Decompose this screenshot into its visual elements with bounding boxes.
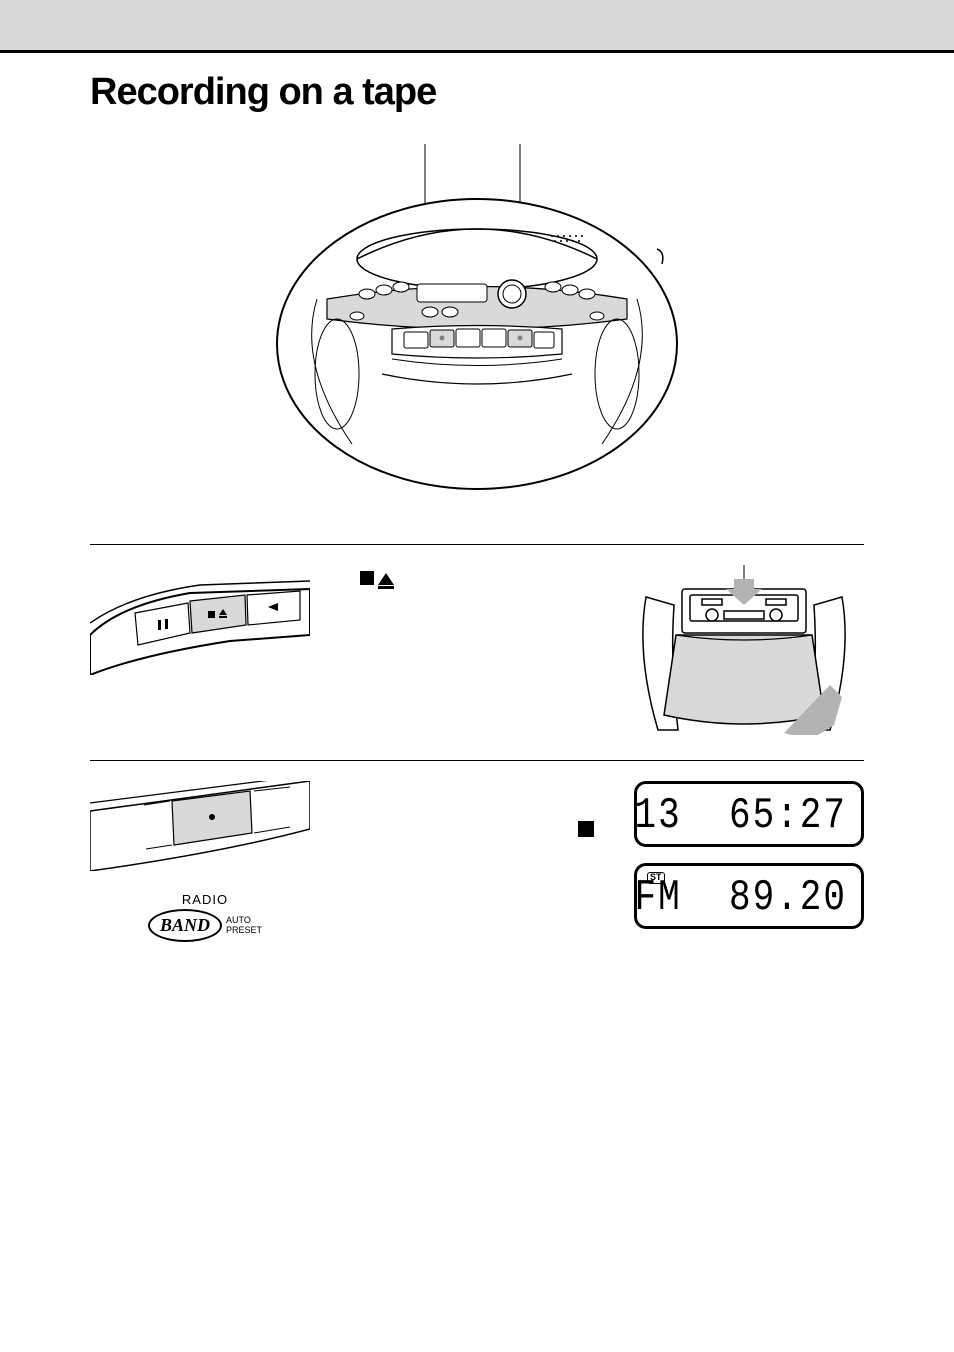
step2-controls-illustration: RADIO BAND AUTO PRESET [90,781,320,942]
band-button: BAND [148,909,222,942]
step-1 [90,545,864,760]
stop-eject-icon [360,571,394,585]
step1-cassette-illustration [634,565,864,740]
step2-text-area [360,781,594,837]
page-content: Recording on a tape [0,53,954,1005]
step1-button-illustration [90,565,320,680]
radio-label: RADIO [182,892,228,907]
lcd-display-radio: ST FM 89.20 [634,863,864,929]
lcd-cd-text: 13 65:27 [635,790,847,839]
step-2: RADIO BAND AUTO PRESET 13 65:27 [90,761,864,965]
device-illustration [90,144,864,494]
page-title: Recording on a tape [90,71,864,114]
step2-displays: 13 65:27 ST FM 89.20 [634,781,864,945]
band-side-labels: AUTO PRESET [226,916,262,936]
lcd-radio-text: FM 89.20 [635,872,847,921]
lcd-display-cd: 13 65:27 [634,781,864,847]
preset-label: PRESET [226,926,262,936]
header-bar [0,0,954,53]
band-button-diagram: RADIO BAND AUTO PRESET [90,892,320,942]
step1-text-area [360,565,594,587]
stop-icon [578,821,594,837]
